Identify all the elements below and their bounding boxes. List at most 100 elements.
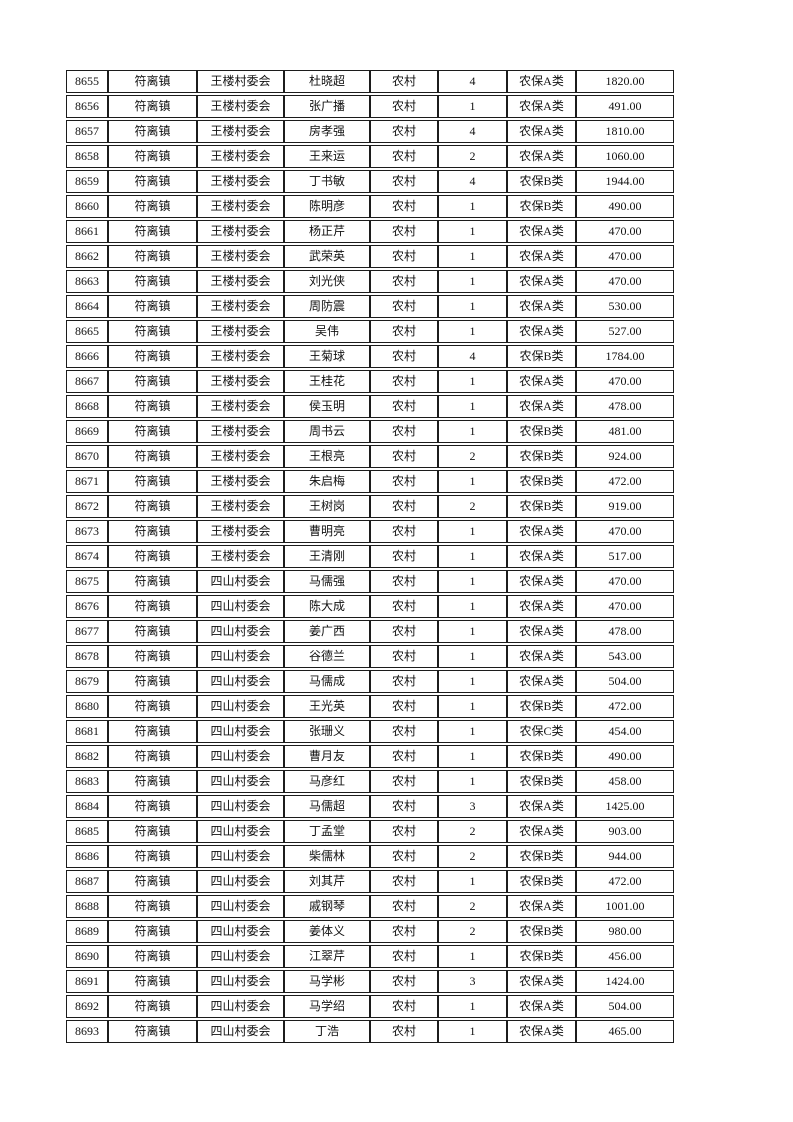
cell-town: 符离镇	[108, 320, 197, 343]
cell-person-name: 王根亮	[284, 445, 370, 468]
cell-record-id: 8678	[66, 645, 108, 668]
cell-town: 符离镇	[108, 1020, 197, 1043]
cell-record-id: 8674	[66, 545, 108, 568]
cell-area-type: 农村	[370, 220, 438, 243]
cell-amount: 470.00	[576, 570, 674, 593]
cell-village-committee: 四山村委会	[197, 720, 284, 743]
cell-area-type: 农村	[370, 120, 438, 143]
cell-insurance-category: 农保B类	[507, 495, 576, 518]
cell-record-id: 8686	[66, 845, 108, 868]
cell-village-committee: 王楼村委会	[197, 495, 284, 518]
cell-insurance-category: 农保B类	[507, 195, 576, 218]
cell-area-type: 农村	[370, 845, 438, 868]
cell-record-id: 8665	[66, 320, 108, 343]
cell-town: 符离镇	[108, 795, 197, 818]
table-row: 8679 符离镇 四山村委会 马儒成 农村 1 农保A类 504.00	[66, 670, 674, 693]
cell-record-id: 8672	[66, 495, 108, 518]
cell-village-committee: 王楼村委会	[197, 445, 284, 468]
cell-person-name: 戚钢琴	[284, 895, 370, 918]
cell-insurance-category: 农保A类	[507, 670, 576, 693]
cell-insurance-category: 农保A类	[507, 545, 576, 568]
table-row: 8692 符离镇 四山村委会 马学绍 农村 1 农保A类 504.00	[66, 995, 674, 1018]
cell-insurance-category: 农保B类	[507, 445, 576, 468]
cell-village-committee: 四山村委会	[197, 695, 284, 718]
cell-amount: 944.00	[576, 845, 674, 868]
cell-insurance-category: 农保B类	[507, 770, 576, 793]
cell-village-committee: 王楼村委会	[197, 95, 284, 118]
cell-town: 符离镇	[108, 345, 197, 368]
cell-area-type: 农村	[370, 495, 438, 518]
cell-insurance-category: 农保A类	[507, 895, 576, 918]
cell-person-count: 1	[438, 295, 507, 318]
cell-person-name: 张广播	[284, 95, 370, 118]
cell-amount: 470.00	[576, 220, 674, 243]
cell-area-type: 农村	[370, 795, 438, 818]
table-row: 8660 符离镇 王楼村委会 陈明彦 农村 1 农保B类 490.00	[66, 195, 674, 218]
cell-amount: 490.00	[576, 195, 674, 218]
cell-amount: 924.00	[576, 445, 674, 468]
cell-village-committee: 四山村委会	[197, 745, 284, 768]
cell-village-committee: 四山村委会	[197, 920, 284, 943]
cell-insurance-category: 农保B类	[507, 170, 576, 193]
cell-area-type: 农村	[370, 645, 438, 668]
cell-insurance-category: 农保B类	[507, 845, 576, 868]
cell-person-count: 1	[438, 245, 507, 268]
cell-amount: 470.00	[576, 270, 674, 293]
cell-area-type: 农村	[370, 620, 438, 643]
table-row: 8664 符离镇 王楼村委会 周防震 农村 1 农保A类 530.00	[66, 295, 674, 318]
cell-record-id: 8658	[66, 145, 108, 168]
cell-person-name: 曹明亮	[284, 520, 370, 543]
table-row: 8658 符离镇 王楼村委会 王来运 农村 2 农保A类 1060.00	[66, 145, 674, 168]
cell-town: 符离镇	[108, 170, 197, 193]
table-row: 8657 符离镇 王楼村委会 房孝强 农村 4 农保A类 1810.00	[66, 120, 674, 143]
cell-town: 符离镇	[108, 445, 197, 468]
cell-area-type: 农村	[370, 570, 438, 593]
cell-village-committee: 四山村委会	[197, 795, 284, 818]
cell-record-id: 8657	[66, 120, 108, 143]
cell-insurance-category: 农保A类	[507, 370, 576, 393]
cell-record-id: 8685	[66, 820, 108, 843]
cell-village-committee: 王楼村委会	[197, 245, 284, 268]
cell-record-id: 8664	[66, 295, 108, 318]
cell-record-id: 8663	[66, 270, 108, 293]
cell-area-type: 农村	[370, 295, 438, 318]
cell-area-type: 农村	[370, 970, 438, 993]
cell-person-name: 马儒成	[284, 670, 370, 693]
cell-town: 符离镇	[108, 720, 197, 743]
cell-area-type: 农村	[370, 820, 438, 843]
cell-person-name: 王清刚	[284, 545, 370, 568]
cell-insurance-category: 农保C类	[507, 720, 576, 743]
cell-record-id: 8690	[66, 945, 108, 968]
cell-person-name: 陈明彦	[284, 195, 370, 218]
cell-record-id: 8661	[66, 220, 108, 243]
cell-person-name: 丁孟堂	[284, 820, 370, 843]
cell-insurance-category: 农保A类	[507, 70, 576, 93]
table-row: 8676 符离镇 四山村委会 陈大成 农村 1 农保A类 470.00	[66, 595, 674, 618]
cell-area-type: 农村	[370, 745, 438, 768]
cell-area-type: 农村	[370, 920, 438, 943]
cell-insurance-category: 农保A类	[507, 245, 576, 268]
cell-village-committee: 王楼村委会	[197, 195, 284, 218]
cell-insurance-category: 农保B类	[507, 870, 576, 893]
cell-person-name: 王桂花	[284, 370, 370, 393]
table-row: 8691 符离镇 四山村委会 马学彬 农村 3 农保A类 1424.00	[66, 970, 674, 993]
cell-person-name: 房孝强	[284, 120, 370, 143]
cell-area-type: 农村	[370, 345, 438, 368]
cell-person-count: 1	[438, 520, 507, 543]
cell-person-name: 马学绍	[284, 995, 370, 1018]
cell-amount: 456.00	[576, 945, 674, 968]
cell-amount: 504.00	[576, 670, 674, 693]
cell-person-count: 4	[438, 170, 507, 193]
cell-village-committee: 王楼村委会	[197, 70, 284, 93]
table-row: 8668 符离镇 王楼村委会 侯玉明 农村 1 农保A类 478.00	[66, 395, 674, 418]
cell-person-count: 1	[438, 995, 507, 1018]
cell-person-count: 2	[438, 845, 507, 868]
cell-village-committee: 四山村委会	[197, 870, 284, 893]
table-row: 8674 符离镇 王楼村委会 王清刚 农村 1 农保A类 517.00	[66, 545, 674, 568]
cell-record-id: 8667	[66, 370, 108, 393]
table-row: 8669 符离镇 王楼村委会 周书云 农村 1 农保B类 481.00	[66, 420, 674, 443]
cell-amount: 472.00	[576, 470, 674, 493]
cell-area-type: 农村	[370, 245, 438, 268]
cell-village-committee: 王楼村委会	[197, 395, 284, 418]
cell-insurance-category: 农保B类	[507, 695, 576, 718]
